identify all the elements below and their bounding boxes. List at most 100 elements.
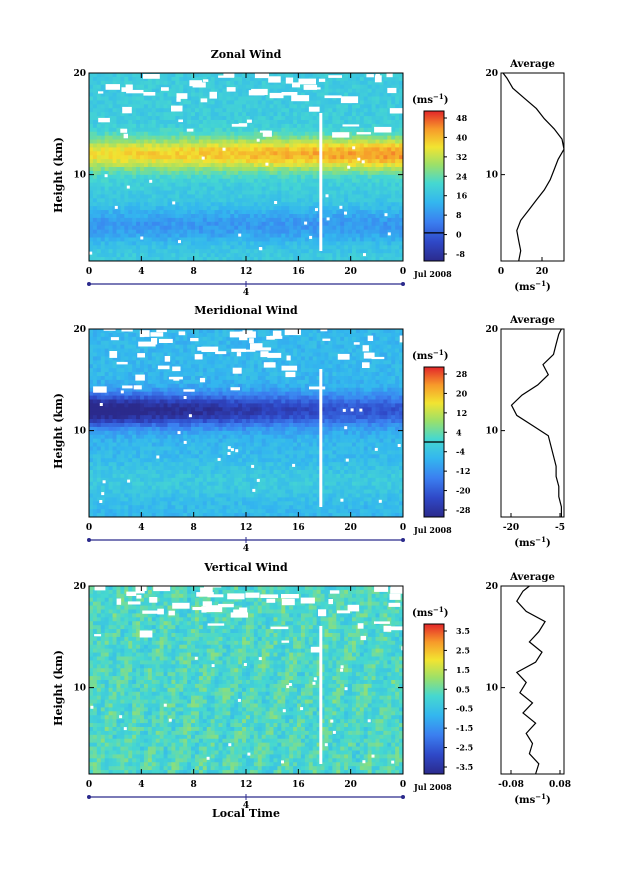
panel-title: Zonal Wind xyxy=(211,48,282,61)
x-tick-label: 0 xyxy=(400,523,406,533)
x-tick-label: 4 xyxy=(138,780,144,790)
colorbar-label: -4 xyxy=(456,447,465,457)
profile-y-tick: 10 xyxy=(485,171,498,181)
y-tick-label: 10 xyxy=(73,171,86,181)
x-tick-label: 12 xyxy=(240,780,253,790)
profile-line xyxy=(510,328,563,517)
colorbar-unit: (ms−1) xyxy=(412,348,448,362)
colorbar-label: 48 xyxy=(456,113,468,123)
profile-unit: (ms−1) xyxy=(514,792,550,806)
panel-title: Meridional Wind xyxy=(194,304,298,317)
y-axis-label: Height (km) xyxy=(52,650,65,726)
colorbar-unit: (ms−1) xyxy=(412,605,448,619)
profile-title: Average xyxy=(509,59,555,70)
colorbar-label: -20 xyxy=(456,486,471,496)
x-tick-label: 4 xyxy=(138,267,144,277)
colorbar-label: 24 xyxy=(456,171,468,181)
colorbar-label: 2.5 xyxy=(456,645,470,655)
y-axis-label: Height (km) xyxy=(52,393,65,469)
colorbar-label: -12 xyxy=(456,466,470,476)
profile-line xyxy=(502,72,565,262)
missing-data xyxy=(89,71,407,257)
profile-title: Average xyxy=(509,572,555,583)
colorbar-label: -1.5 xyxy=(456,723,473,733)
profile-frame xyxy=(500,585,565,775)
x-tick-label: 8 xyxy=(191,267,197,277)
profile-frame xyxy=(500,72,565,262)
profile-y-tick: 20 xyxy=(485,69,498,79)
x-tick-label: 8 xyxy=(191,523,197,533)
x-tick-label: 16 xyxy=(292,523,305,533)
x-tick-label: 0 xyxy=(86,523,92,533)
profile-x-tick: 0 xyxy=(498,267,504,277)
profile-title: Average xyxy=(509,315,555,326)
profile-unit: (ms−1) xyxy=(514,279,550,293)
heatmap-field xyxy=(89,329,404,518)
profile-y-tick: 20 xyxy=(485,582,498,592)
y-tick-label: 20 xyxy=(73,69,86,79)
profile-x-tick: 0.08 xyxy=(549,780,571,790)
x-tick-label: 12 xyxy=(240,523,253,533)
x-tick-label: 0 xyxy=(86,267,92,277)
x-tick-label: 20 xyxy=(344,523,357,533)
y-tick-label: 10 xyxy=(73,427,86,437)
colorbar-label: -2.5 xyxy=(456,743,473,753)
colorbar-label: 12 xyxy=(456,408,467,418)
colorbar xyxy=(423,110,445,262)
profile-x-tick: -20 xyxy=(503,523,519,533)
y-tick-label: 10 xyxy=(73,684,86,694)
x-tick-label: 20 xyxy=(344,780,357,790)
profile-y-tick: 10 xyxy=(485,427,498,437)
date-tick-label: 4 xyxy=(243,801,249,811)
x-tick-label: 0 xyxy=(400,780,406,790)
profile-x-tick: 20 xyxy=(536,267,549,277)
colorbar-label: 40 xyxy=(456,132,468,142)
colorbar xyxy=(423,623,445,775)
colorbar-label: 1.5 xyxy=(456,665,470,675)
colorbar-label: 16 xyxy=(456,191,468,201)
profile-y-tick: 20 xyxy=(485,325,498,335)
date-label: Jul 2008 xyxy=(413,525,452,535)
x-tick-label: 12 xyxy=(240,267,253,277)
x-tick-label: 0 xyxy=(400,267,406,277)
colorbar-label: 8 xyxy=(456,210,462,220)
colorbar-unit: (ms−1) xyxy=(412,92,448,106)
panel-title: Vertical Wind xyxy=(203,561,288,574)
panel-3: Vertical Wind 0 4 8 12 16 20 0 10 20 Height (km) 4 J… xyxy=(52,561,571,820)
date-label: Jul 2008 xyxy=(413,269,452,279)
date-label: Jul 2008 xyxy=(413,782,452,792)
y-tick-label: 20 xyxy=(73,325,86,335)
colorbar-label: -0.5 xyxy=(456,704,473,714)
profile-y-tick: 10 xyxy=(485,684,498,694)
colorbar-label: -8 xyxy=(456,249,465,259)
x-tick-label: 20 xyxy=(344,267,357,277)
x-tick-label: 0 xyxy=(86,780,92,790)
colorbar-label: 20 xyxy=(456,388,468,398)
colorbar-label: -28 xyxy=(456,505,471,515)
x-tick-label: 16 xyxy=(292,780,305,790)
colorbar-label: 3.5 xyxy=(456,626,470,636)
profile-x-tick: -0.08 xyxy=(498,780,524,790)
colorbar-label: 32 xyxy=(456,152,467,162)
x-tick-label: 4 xyxy=(138,523,144,533)
colorbar-label: 4 xyxy=(456,427,462,437)
missing-data xyxy=(93,326,411,507)
colorbar-label: 28 xyxy=(456,369,468,379)
profile-frame xyxy=(500,328,565,518)
x-tick-label: 16 xyxy=(292,267,305,277)
profile-x-tick: -5 xyxy=(555,523,565,533)
x-tick-label: 8 xyxy=(191,780,197,790)
colorbar-label: 0 xyxy=(456,230,462,240)
missing-data xyxy=(90,583,418,764)
y-axis-label: Height (km) xyxy=(52,137,65,213)
profile-line xyxy=(515,585,546,775)
colorbar-label: -3.5 xyxy=(456,762,473,772)
x-axis-label: Local Time xyxy=(212,807,280,820)
date-tick-label: 4 xyxy=(243,288,249,298)
colorbar-label: 0.5 xyxy=(456,684,470,694)
panel-2: Meridional Wind 0 4 8 12 16 20 0 10 20 Height (km)… xyxy=(52,304,565,554)
y-tick-label: 20 xyxy=(73,582,86,592)
profile-unit: (ms−1) xyxy=(514,535,550,549)
